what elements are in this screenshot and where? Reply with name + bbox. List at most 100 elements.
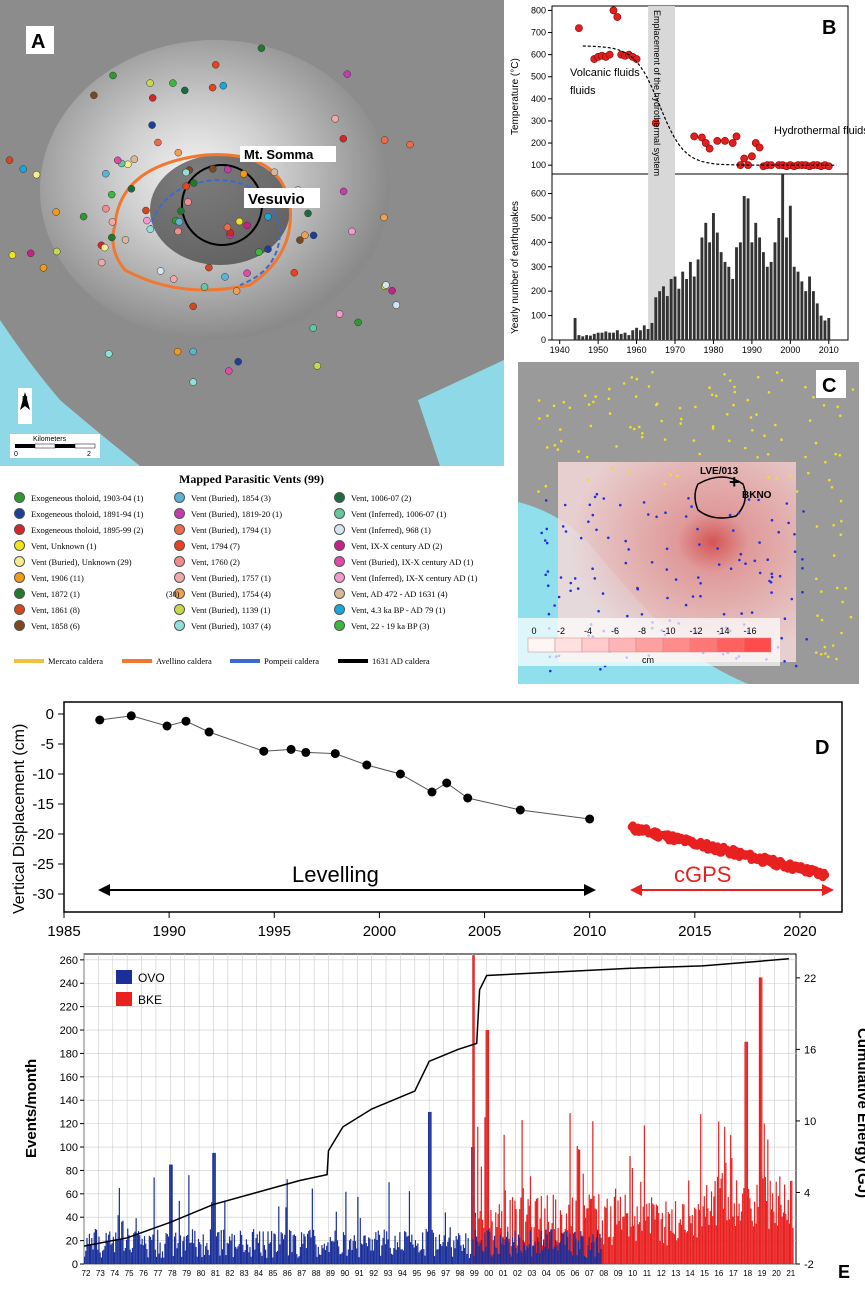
station-dot	[758, 541, 761, 544]
station-dot	[588, 503, 592, 507]
ovo-bar	[232, 1256, 234, 1264]
station-dot	[836, 405, 839, 409]
ovo-bar	[387, 1239, 389, 1264]
colorbar-tick-label: -8	[638, 626, 646, 636]
ovo-bar	[535, 1252, 538, 1264]
legend-swatch-bke	[116, 992, 132, 1006]
e-xtick-label: 02	[513, 1269, 522, 1278]
ovo-bar	[418, 1252, 420, 1264]
e-right-ytick-label: 10	[804, 1116, 816, 1128]
e-left-ytick-label: 140	[60, 1095, 78, 1107]
station-dot	[607, 536, 610, 540]
ovo-bar	[417, 1243, 419, 1264]
vent-marker	[309, 231, 318, 240]
legend-swatch	[14, 588, 25, 599]
legend-label: Vent, 1006-07 (2)	[351, 492, 412, 503]
vent-marker	[5, 156, 14, 164]
ovo-bar	[105, 1232, 107, 1264]
ovo-bar	[440, 1243, 442, 1264]
bke-bar	[497, 1214, 499, 1264]
ovo-bar	[345, 1191, 347, 1264]
ovo-bar	[243, 1252, 245, 1264]
b-bottom-ytick-label: 200	[531, 286, 546, 296]
ovo-bar	[491, 1256, 493, 1264]
ovo-bar	[86, 1237, 88, 1264]
ovo-bar	[241, 1235, 243, 1264]
legend-item: Vent (Buried), Unknown (29)	[14, 556, 132, 567]
earthquake-bar	[619, 333, 623, 340]
ovo-bar	[420, 1249, 423, 1264]
station-dot	[563, 503, 567, 507]
earthquake-bar	[662, 286, 665, 340]
ovo-bar	[513, 1242, 515, 1264]
legend-swatch	[334, 492, 345, 503]
station-dot	[778, 574, 782, 578]
bke-bar	[496, 1227, 498, 1264]
bke-bar	[528, 1205, 530, 1264]
ovo-bar	[260, 1252, 262, 1264]
station-dot	[655, 515, 658, 519]
ovo-bar	[523, 1244, 526, 1264]
ovo-bar	[414, 1240, 417, 1264]
ovo-bar	[270, 1231, 273, 1264]
e-xtick-label: 93	[384, 1269, 393, 1278]
station-dot	[780, 636, 783, 640]
ovo-bar	[242, 1244, 244, 1264]
bke-bar	[609, 1236, 611, 1264]
ovo-bar	[324, 1250, 327, 1264]
station-dot	[728, 513, 732, 517]
e-xtick-label: 76	[139, 1269, 148, 1278]
panel-label-d: D	[815, 737, 829, 759]
ovo-bar	[413, 1247, 415, 1264]
ovo-bar	[515, 1248, 517, 1264]
d-xtick-label: 1995	[258, 923, 291, 940]
ovo-bar	[444, 1212, 446, 1264]
vent-marker	[184, 198, 192, 206]
station-dot	[699, 594, 702, 598]
panel-label-box	[816, 12, 846, 40]
ovo-bar	[291, 1252, 293, 1264]
legend-label: Vent (Buried), 1754 (4)	[191, 588, 271, 599]
ovo-bar	[375, 1232, 377, 1264]
e-xtick-label: 79	[182, 1269, 191, 1278]
levelling-point	[286, 744, 296, 754]
temperature-point	[698, 133, 706, 142]
bke-bar	[792, 1227, 794, 1264]
ovo-bar	[348, 1240, 351, 1264]
station-dot	[756, 375, 760, 379]
ovo-bar	[161, 1251, 164, 1264]
bke-bar	[521, 1120, 523, 1264]
bke-bar	[706, 1185, 708, 1264]
vent-marker	[235, 217, 244, 226]
e-left-ytick-label: 180	[60, 1048, 78, 1060]
earthquake-bar	[669, 278, 673, 340]
bke-bar	[641, 1230, 643, 1264]
earthquake-bar	[796, 271, 800, 340]
ovo-bar	[569, 1233, 571, 1264]
vent-marker	[154, 138, 162, 147]
earthquake-bar	[769, 261, 773, 340]
station-dot	[801, 558, 804, 561]
station-dot	[816, 614, 819, 617]
legend-swatch	[14, 524, 25, 535]
ovo-bar	[281, 1233, 283, 1264]
panel-label-b: B	[822, 17, 836, 39]
station-dot	[750, 429, 754, 432]
ovo-bar	[346, 1255, 348, 1264]
bke-bar	[555, 1199, 557, 1264]
ovo-bar	[540, 1231, 542, 1264]
bke-bar	[788, 1223, 791, 1264]
annotation-emplacement: Emplacement of the hydrothermal system	[652, 10, 662, 176]
ovo-bar	[152, 1234, 154, 1264]
station-dot	[545, 446, 549, 449]
bke-bar	[553, 1229, 556, 1264]
ovo-bar	[426, 1231, 429, 1264]
b-xtick-label: 1960	[627, 345, 647, 355]
ovo-bar	[493, 1235, 496, 1264]
scale-title: Kilometers	[33, 436, 67, 443]
station-dot	[740, 612, 743, 615]
ovo-bar	[286, 1179, 288, 1264]
bke-bar	[739, 1220, 741, 1264]
station-dot	[737, 511, 741, 515]
vesuvio-label-bg	[244, 188, 320, 208]
